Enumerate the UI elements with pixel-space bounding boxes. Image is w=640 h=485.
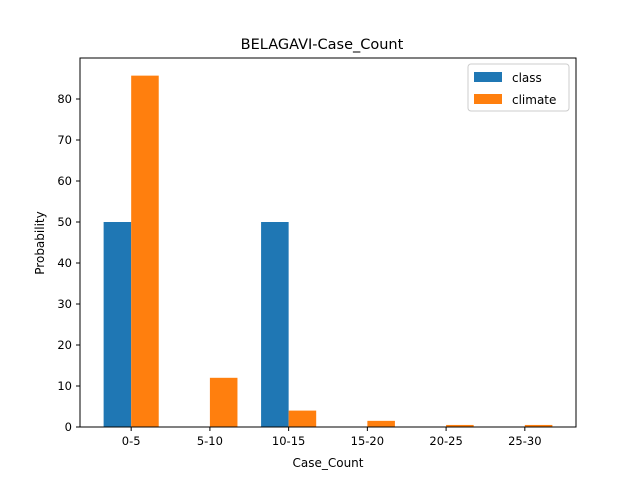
- y-tick-label: 80: [57, 92, 72, 106]
- bars-layer: [103, 75, 553, 427]
- legend-swatch-class: [474, 72, 502, 82]
- bar-climate-0-5: [131, 75, 159, 427]
- bar-climate-20-25: [446, 424, 474, 427]
- x-tick-label: 15-20: [351, 434, 384, 448]
- y-tick-label: 70: [57, 133, 72, 147]
- x-tick-label: 20-25: [429, 434, 462, 448]
- bar-climate-5-10: [209, 377, 238, 427]
- y-tick-label: 30: [57, 297, 72, 311]
- x-tick-label: 10-15: [272, 434, 305, 448]
- legend-label-climate: climate: [512, 93, 556, 107]
- chart-title: BELAGAVI-Case_Count: [241, 37, 404, 53]
- y-tick-label: 0: [65, 420, 72, 434]
- y-tick-label: 20: [57, 338, 72, 352]
- legend-swatch-climate: [474, 94, 502, 104]
- y-tick-label: 50: [57, 215, 72, 229]
- y-tick-label: 10: [57, 379, 72, 393]
- plot-frame: [79, 57, 577, 428]
- bar-climate-15-20: [367, 420, 395, 427]
- x-tick-label: 25-30: [508, 434, 541, 448]
- bar-climate-10-15: [288, 410, 317, 427]
- legend: class climate: [467, 63, 570, 112]
- x-tick-label: 0-5: [122, 434, 141, 448]
- bar-climate-25-30: [524, 424, 553, 427]
- y-tick-label: 60: [57, 174, 72, 188]
- x-axis-label: Case_Count: [292, 456, 363, 470]
- x-tick-label: 5-10: [197, 434, 223, 448]
- y-tick-label: 40: [57, 256, 72, 270]
- legend-label-class: class: [512, 71, 542, 85]
- bar-class-10-15: [261, 222, 289, 427]
- bar-class-0-5: [103, 222, 132, 427]
- y-axis-label: Probability: [33, 211, 47, 274]
- ticks-layer: 0-5 5-10 10-15 15-20 20-25 25-30 0 10 20 30 40 50 60…: [57, 92, 541, 448]
